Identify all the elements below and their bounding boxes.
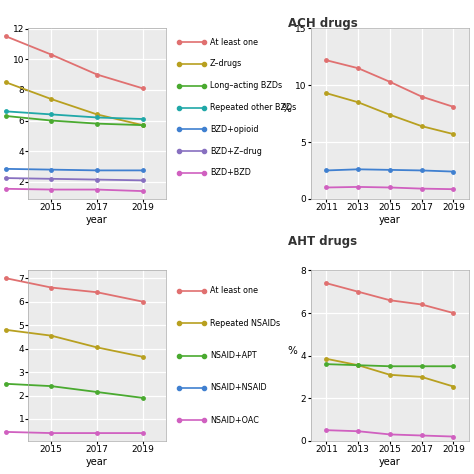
Text: AHT drugs: AHT drugs [288, 235, 357, 247]
Text: BZD+BZD: BZD+BZD [210, 168, 251, 177]
Text: NSAID+NSAID: NSAID+NSAID [210, 383, 266, 392]
Text: ACH drugs: ACH drugs [288, 17, 358, 29]
X-axis label: year: year [379, 457, 401, 467]
Text: Z–drugs: Z–drugs [210, 59, 242, 68]
Text: Repeated NSAIDs: Repeated NSAIDs [210, 319, 280, 328]
Text: NSAID+OAC: NSAID+OAC [210, 416, 259, 425]
Text: Long–acting BZDs: Long–acting BZDs [210, 81, 282, 90]
Text: BZD+Z–drug: BZD+Z–drug [210, 146, 262, 155]
Text: NSAID+APT: NSAID+APT [210, 351, 256, 360]
Y-axis label: %: % [287, 346, 297, 356]
Text: At least one: At least one [210, 37, 258, 46]
Y-axis label: %: % [282, 104, 292, 114]
Text: At least one: At least one [210, 286, 258, 295]
Text: BZD+opioid: BZD+opioid [210, 125, 258, 134]
X-axis label: year: year [379, 215, 401, 225]
X-axis label: year: year [86, 457, 108, 467]
X-axis label: year: year [86, 215, 108, 225]
Text: Repeated other BZDs: Repeated other BZDs [210, 103, 296, 112]
